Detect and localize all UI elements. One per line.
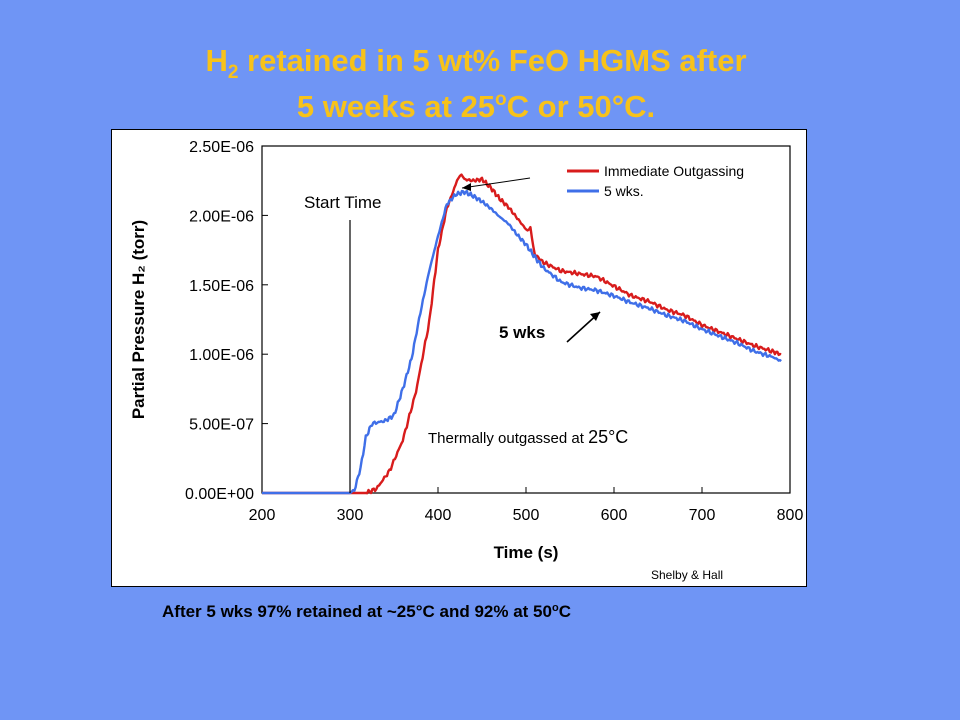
legend-pointer-line — [461, 177, 531, 189]
legend-label-1: 5 wks. — [604, 183, 644, 199]
chart-axes: 0.00E+00 5.00E-07 1.00E-06 1.50E-06 2.00E-06… — [129, 139, 803, 562]
y-tick-label: 1.50E-06 — [189, 278, 254, 295]
y-tick-label: 0.00E+00 — [185, 486, 254, 503]
footer-text-a: After 5 wks 97% retained at ~25°C and 92… — [162, 602, 552, 621]
thermal-label-text: Thermally outgassed at — [428, 430, 588, 447]
title-line-2: 5 weeks at 25oC or 50°C. — [0, 84, 952, 130]
x-tick-label: 700 — [689, 507, 716, 524]
legend-label-0: Immediate Outgassing — [604, 163, 744, 179]
chart-annotations: Start Time 5 wks Thermally outgassed at … — [304, 177, 723, 582]
title-line-1-text: retained in 5 wt% FeO HGMS after — [238, 43, 747, 78]
x-tick-label: 200 — [249, 507, 276, 524]
footer-superscript: o — [551, 602, 559, 614]
chart-legend: Immediate Outgassing 5 wks. — [567, 163, 744, 199]
title-line-2-a: 5 weeks at 25 — [296, 89, 496, 124]
five-wks-label: 5 wks — [499, 323, 545, 342]
chart-panel: 0.00E+00 5.00E-07 1.00E-06 1.50E-06 2.00E-06… — [111, 129, 807, 587]
credit-label: Shelby & Hall — [651, 568, 723, 582]
y-axis-label: Partial Pressure H₂ (torr) — [129, 220, 148, 419]
y-tick-label: 2.50E-06 — [189, 139, 254, 156]
x-tick-label: 500 — [513, 507, 540, 524]
x-tick-label: 800 — [777, 507, 804, 524]
chart-series — [262, 173, 782, 495]
y-tick-label: 1.00E-06 — [189, 347, 254, 364]
start-time-label: Start Time — [304, 193, 381, 212]
x-tick-label: 600 — [601, 507, 628, 524]
x-axis-label: Time (s) — [494, 543, 559, 562]
footer-text-b: C — [558, 602, 571, 621]
title-h: H — [205, 43, 228, 78]
y-tick-label: 2.00E-06 — [189, 208, 254, 225]
slide-title: H2 retained in 5 wt% FeO HGMS after 5 we… — [0, 38, 952, 130]
thermal-label-temp: 25°C — [588, 427, 628, 447]
y-tick-label: 5.00E-07 — [189, 417, 254, 434]
title-line-1: H2 retained in 5 wt% FeO HGMS after — [0, 38, 952, 84]
title-superscript: o — [495, 89, 507, 110]
title-line-2-b: C or 50°C. — [506, 89, 656, 124]
title-subscript: 2 — [227, 62, 239, 83]
x-tick-label: 300 — [337, 507, 364, 524]
series-line-1 — [262, 189, 782, 495]
legend-pointer-arrowhead — [462, 183, 471, 191]
five-wks-arrowhead — [590, 312, 600, 321]
thermal-label: Thermally outgassed at 25°C — [428, 427, 628, 447]
chart-svg: 0.00E+00 5.00E-07 1.00E-06 1.50E-06 2.00E-06… — [129, 139, 803, 582]
x-tick-label: 400 — [425, 507, 452, 524]
footer-note: After 5 wks 97% retained at ~25°C and 92… — [162, 602, 802, 622]
